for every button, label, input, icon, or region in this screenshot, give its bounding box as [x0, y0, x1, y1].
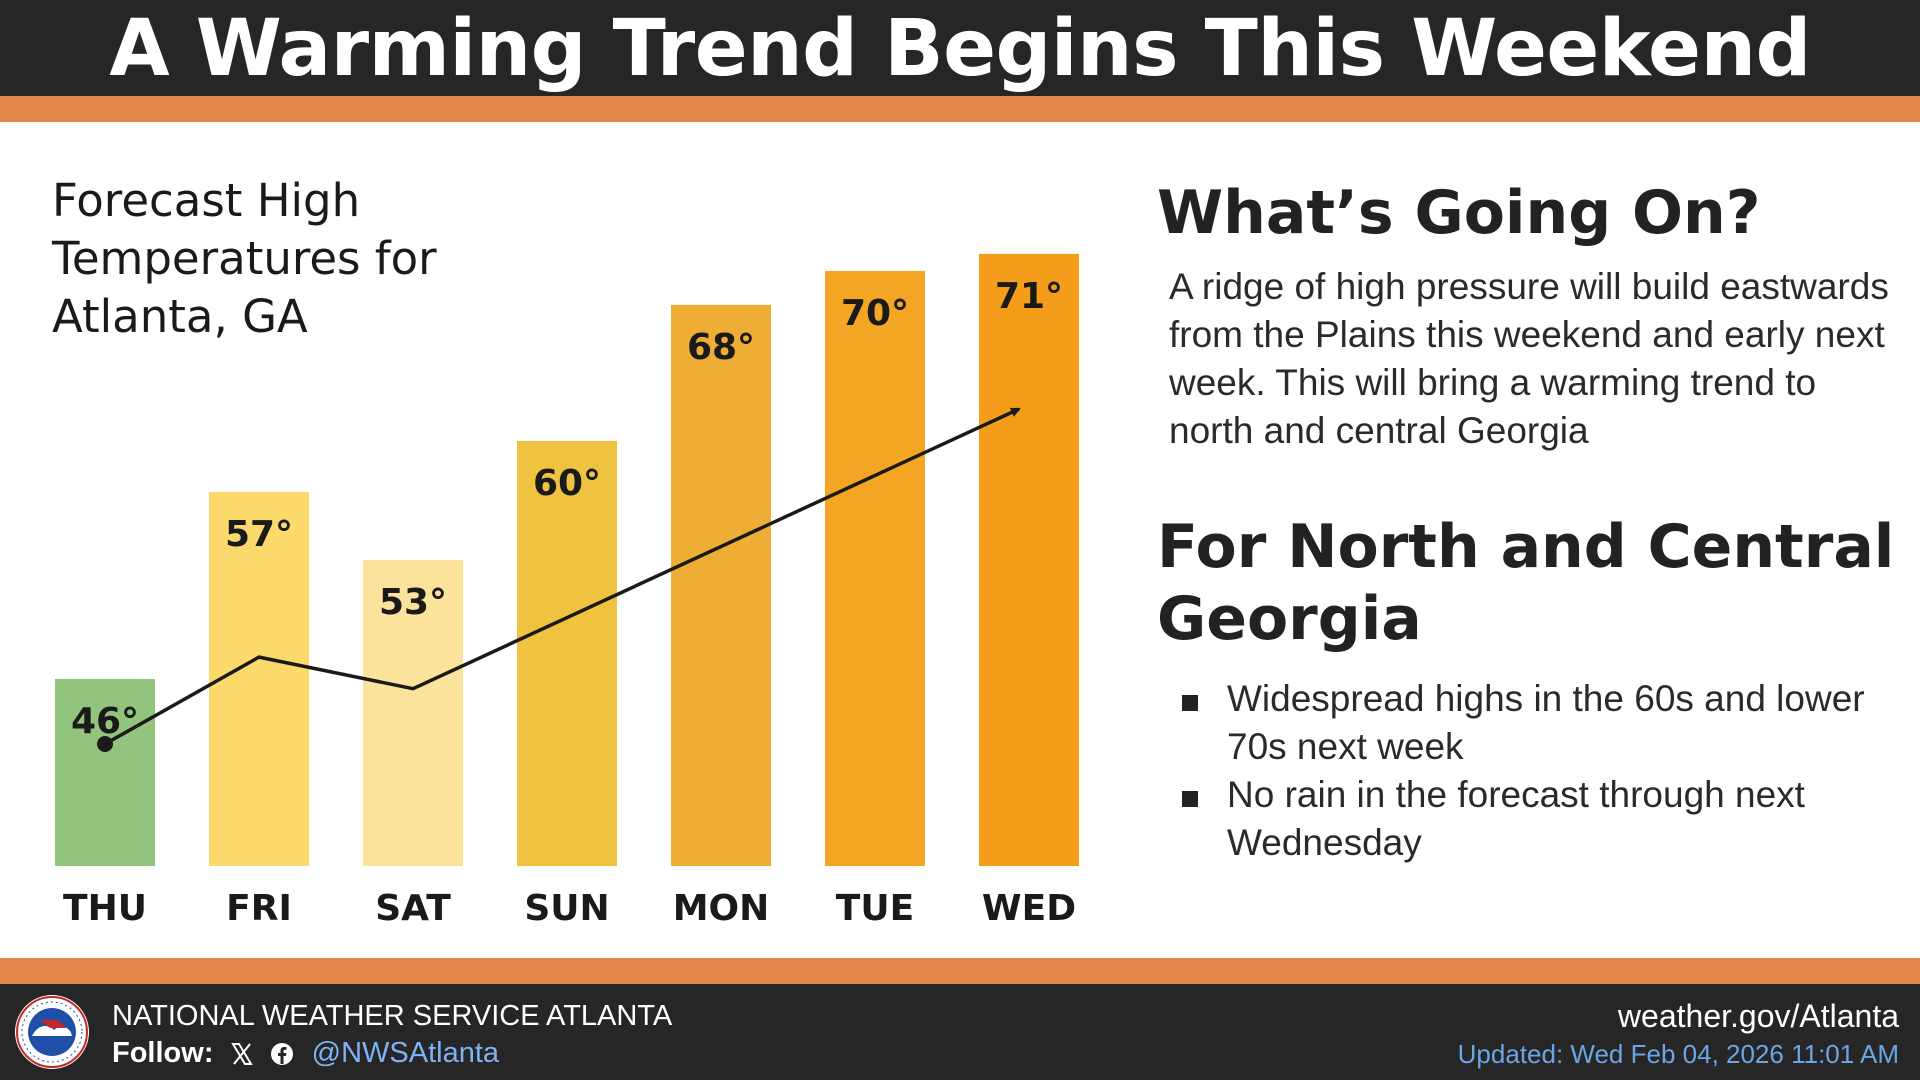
follow-label: Follow: — [112, 1037, 214, 1069]
footer-bar: NATIONAL WEATHER SERVICE ATLANTA Follow:… — [0, 984, 1920, 1080]
category-label: SUN — [524, 888, 609, 929]
info-section: What’s Going On? A ridge of high pressur… — [1157, 177, 1897, 867]
social-handle-link[interactable]: @NWSAtlanta — [311, 1037, 500, 1069]
temperature-chart: 46° THU 57° FRI 53° SAT 60° SUN 68° MON 70° TUE 71° W… — [55, 253, 1079, 929]
square-bullet-icon — [1182, 791, 1198, 807]
value-label: 46° — [71, 701, 139, 742]
trend-line — [104, 407, 1021, 746]
value-label: 60° — [533, 463, 601, 504]
bar-sun — [517, 440, 617, 866]
category-label: WED — [982, 888, 1076, 929]
website-link[interactable]: weather.gov/Atlanta — [1617, 998, 1899, 1034]
bar-tue — [825, 270, 925, 866]
accent-stripe-bottom — [0, 958, 1920, 984]
list-item: No rain in the forecast through next Wed… — [1157, 771, 1897, 867]
value-label: 53° — [379, 582, 447, 623]
bar-sat — [363, 559, 463, 866]
category-label: SAT — [375, 888, 451, 929]
category-label: FRI — [226, 888, 292, 929]
whats-going-on-heading: What’s Going On? — [1157, 178, 1761, 248]
square-bullet-icon — [1182, 695, 1198, 711]
info-paragraph: A ridge of high pressure will build east… — [1169, 266, 1889, 451]
nws-logo-icon — [15, 995, 89, 1069]
value-label: 71° — [995, 276, 1063, 317]
category-label: MON — [673, 888, 770, 929]
x-icon[interactable] — [230, 1042, 254, 1066]
bullet-text: Widespread highs in the 60s and lower 70… — [1227, 678, 1865, 767]
value-label: 70° — [841, 293, 909, 334]
bullet-list: Widespread highs in the 60s and lower 70… — [1157, 675, 1897, 867]
list-item: Widespread highs in the 60s and lower 70… — [1157, 675, 1897, 771]
bar-wed — [979, 253, 1079, 866]
bar-thu — [55, 678, 155, 866]
value-label: 68° — [687, 327, 755, 368]
follow-row: Follow: @NWSAtlanta — [112, 1037, 499, 1070]
value-label: 57° — [225, 514, 293, 555]
trend-start-point — [97, 736, 113, 752]
header-bar: A Warming Trend Begins This Weekend — [0, 0, 1920, 96]
bullet-text: No rain in the forecast through next Wed… — [1227, 774, 1805, 863]
chart-title: Forecast High Temperatures for Atlanta, … — [52, 174, 437, 343]
category-label: TUE — [836, 888, 914, 929]
facebook-icon[interactable] — [270, 1042, 294, 1066]
category-label: THU — [63, 888, 147, 929]
updated-timestamp: Updated: Wed Feb 04, 2026 11:01 AM — [1457, 1039, 1899, 1069]
page-title: A Warming Trend Begins This Weekend — [109, 4, 1811, 94]
bar-mon — [671, 304, 771, 866]
accent-stripe-top — [0, 96, 1920, 122]
bar-fri — [209, 491, 309, 866]
content-panel: 46° THU 57° FRI 53° SAT 60° SUN 68° MON 70° TUE 71° W… — [0, 122, 1920, 958]
organization-name: NATIONAL WEATHER SERVICE ATLANTA — [112, 1000, 673, 1032]
region-heading: For North and Central Georgia — [1157, 512, 1895, 654]
